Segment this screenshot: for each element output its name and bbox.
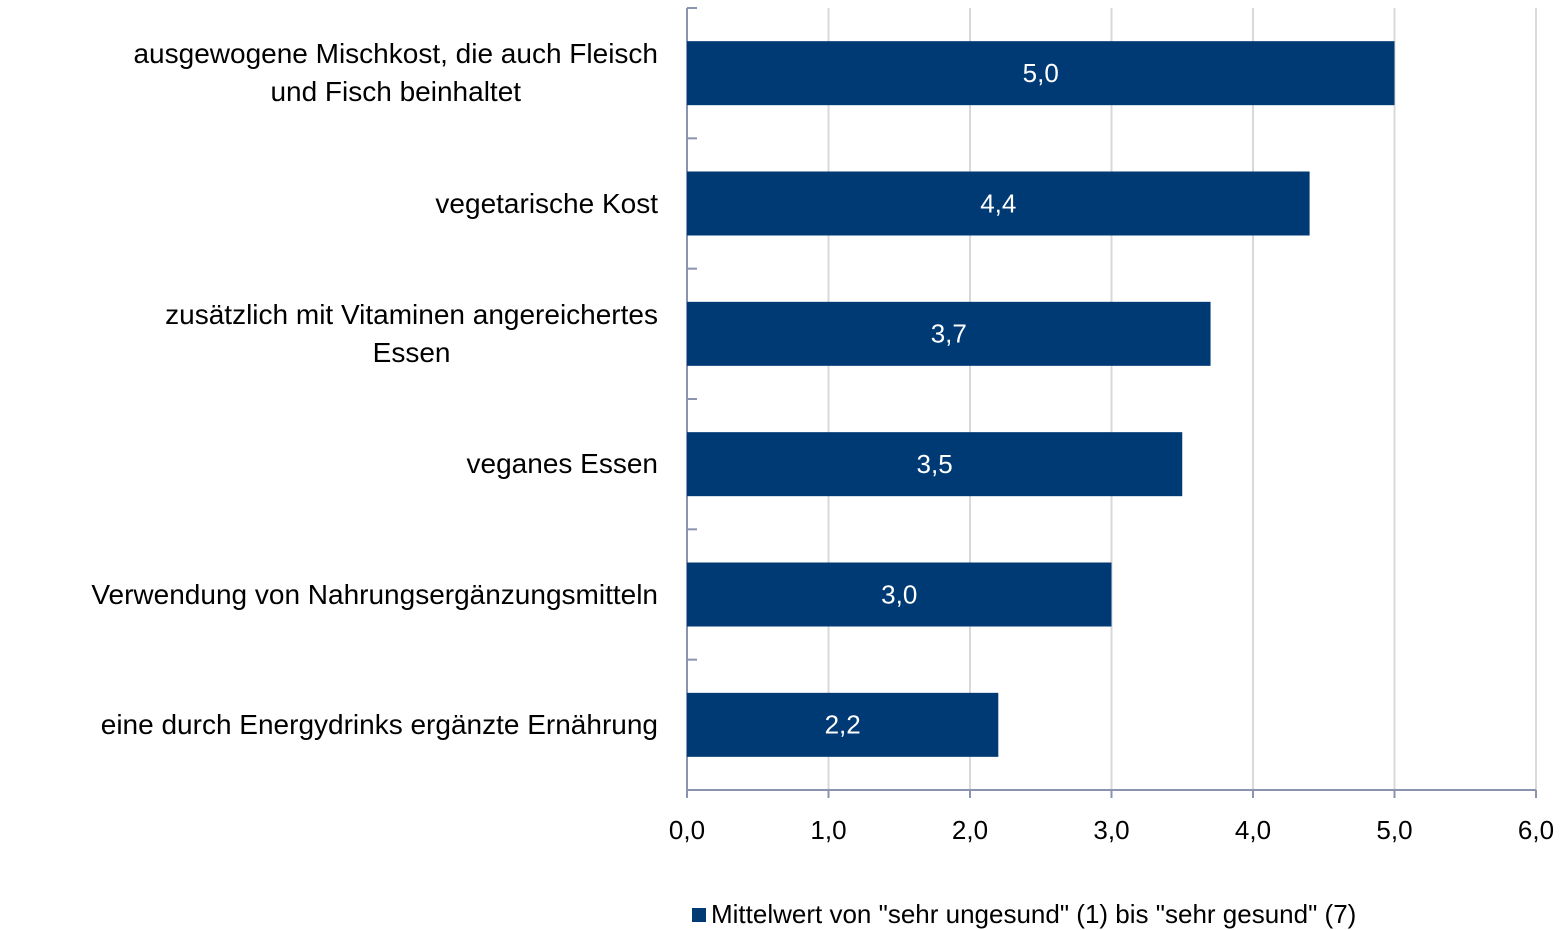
bar	[687, 432, 1183, 497]
bar	[687, 41, 1395, 106]
value-label: 3,7	[931, 319, 967, 349]
bar	[687, 562, 1112, 627]
category-label: vegetarische Kost	[0, 185, 658, 223]
category-label-text: vegetarische Kost	[435, 187, 658, 219]
value-label: 3,0	[881, 579, 917, 609]
category-label-text: ausgewogene Mischkost, die auch Fleisch …	[133, 38, 658, 108]
x-tick-label: 5,0	[1376, 815, 1412, 845]
category-label: zusätzlich mit Vitaminen angereichertes …	[0, 296, 658, 372]
category-label: Verwendung von Nahrungsergänzungsmitteln	[0, 576, 658, 614]
category-label: ausgewogene Mischkost, die auch Fleisch …	[0, 35, 658, 111]
category-label-text: zusätzlich mit Vitaminen angereichertes …	[165, 298, 658, 368]
value-label: 2,2	[825, 710, 861, 740]
x-tick-label: 1,0	[810, 815, 846, 845]
category-label-text: veganes Essen	[466, 448, 658, 480]
category-label-text: eine durch Energydrinks ergänzte Ernähru…	[100, 708, 658, 740]
bar	[687, 171, 1310, 236]
x-tick-label: 6,0	[1518, 815, 1554, 845]
category-label: veganes Essen	[0, 445, 658, 483]
bar	[687, 301, 1211, 366]
value-label: 4,4	[980, 188, 1016, 218]
legend-label: Mittelwert von "sehr ungesund" (1) bis "…	[711, 899, 1356, 929]
category-label-text: Verwendung von Nahrungsergänzungsmitteln	[91, 578, 658, 610]
x-tick-label: 0,0	[669, 815, 705, 845]
legend-swatch	[692, 908, 706, 922]
value-label: 5,0	[1023, 58, 1059, 88]
category-label: eine durch Energydrinks ergänzte Ernähru…	[0, 706, 658, 744]
x-tick-label: 4,0	[1235, 815, 1271, 845]
x-tick-label: 3,0	[1093, 815, 1129, 845]
value-label: 3,5	[917, 449, 953, 479]
x-tick-label: 2,0	[952, 815, 988, 845]
bar	[687, 692, 999, 757]
